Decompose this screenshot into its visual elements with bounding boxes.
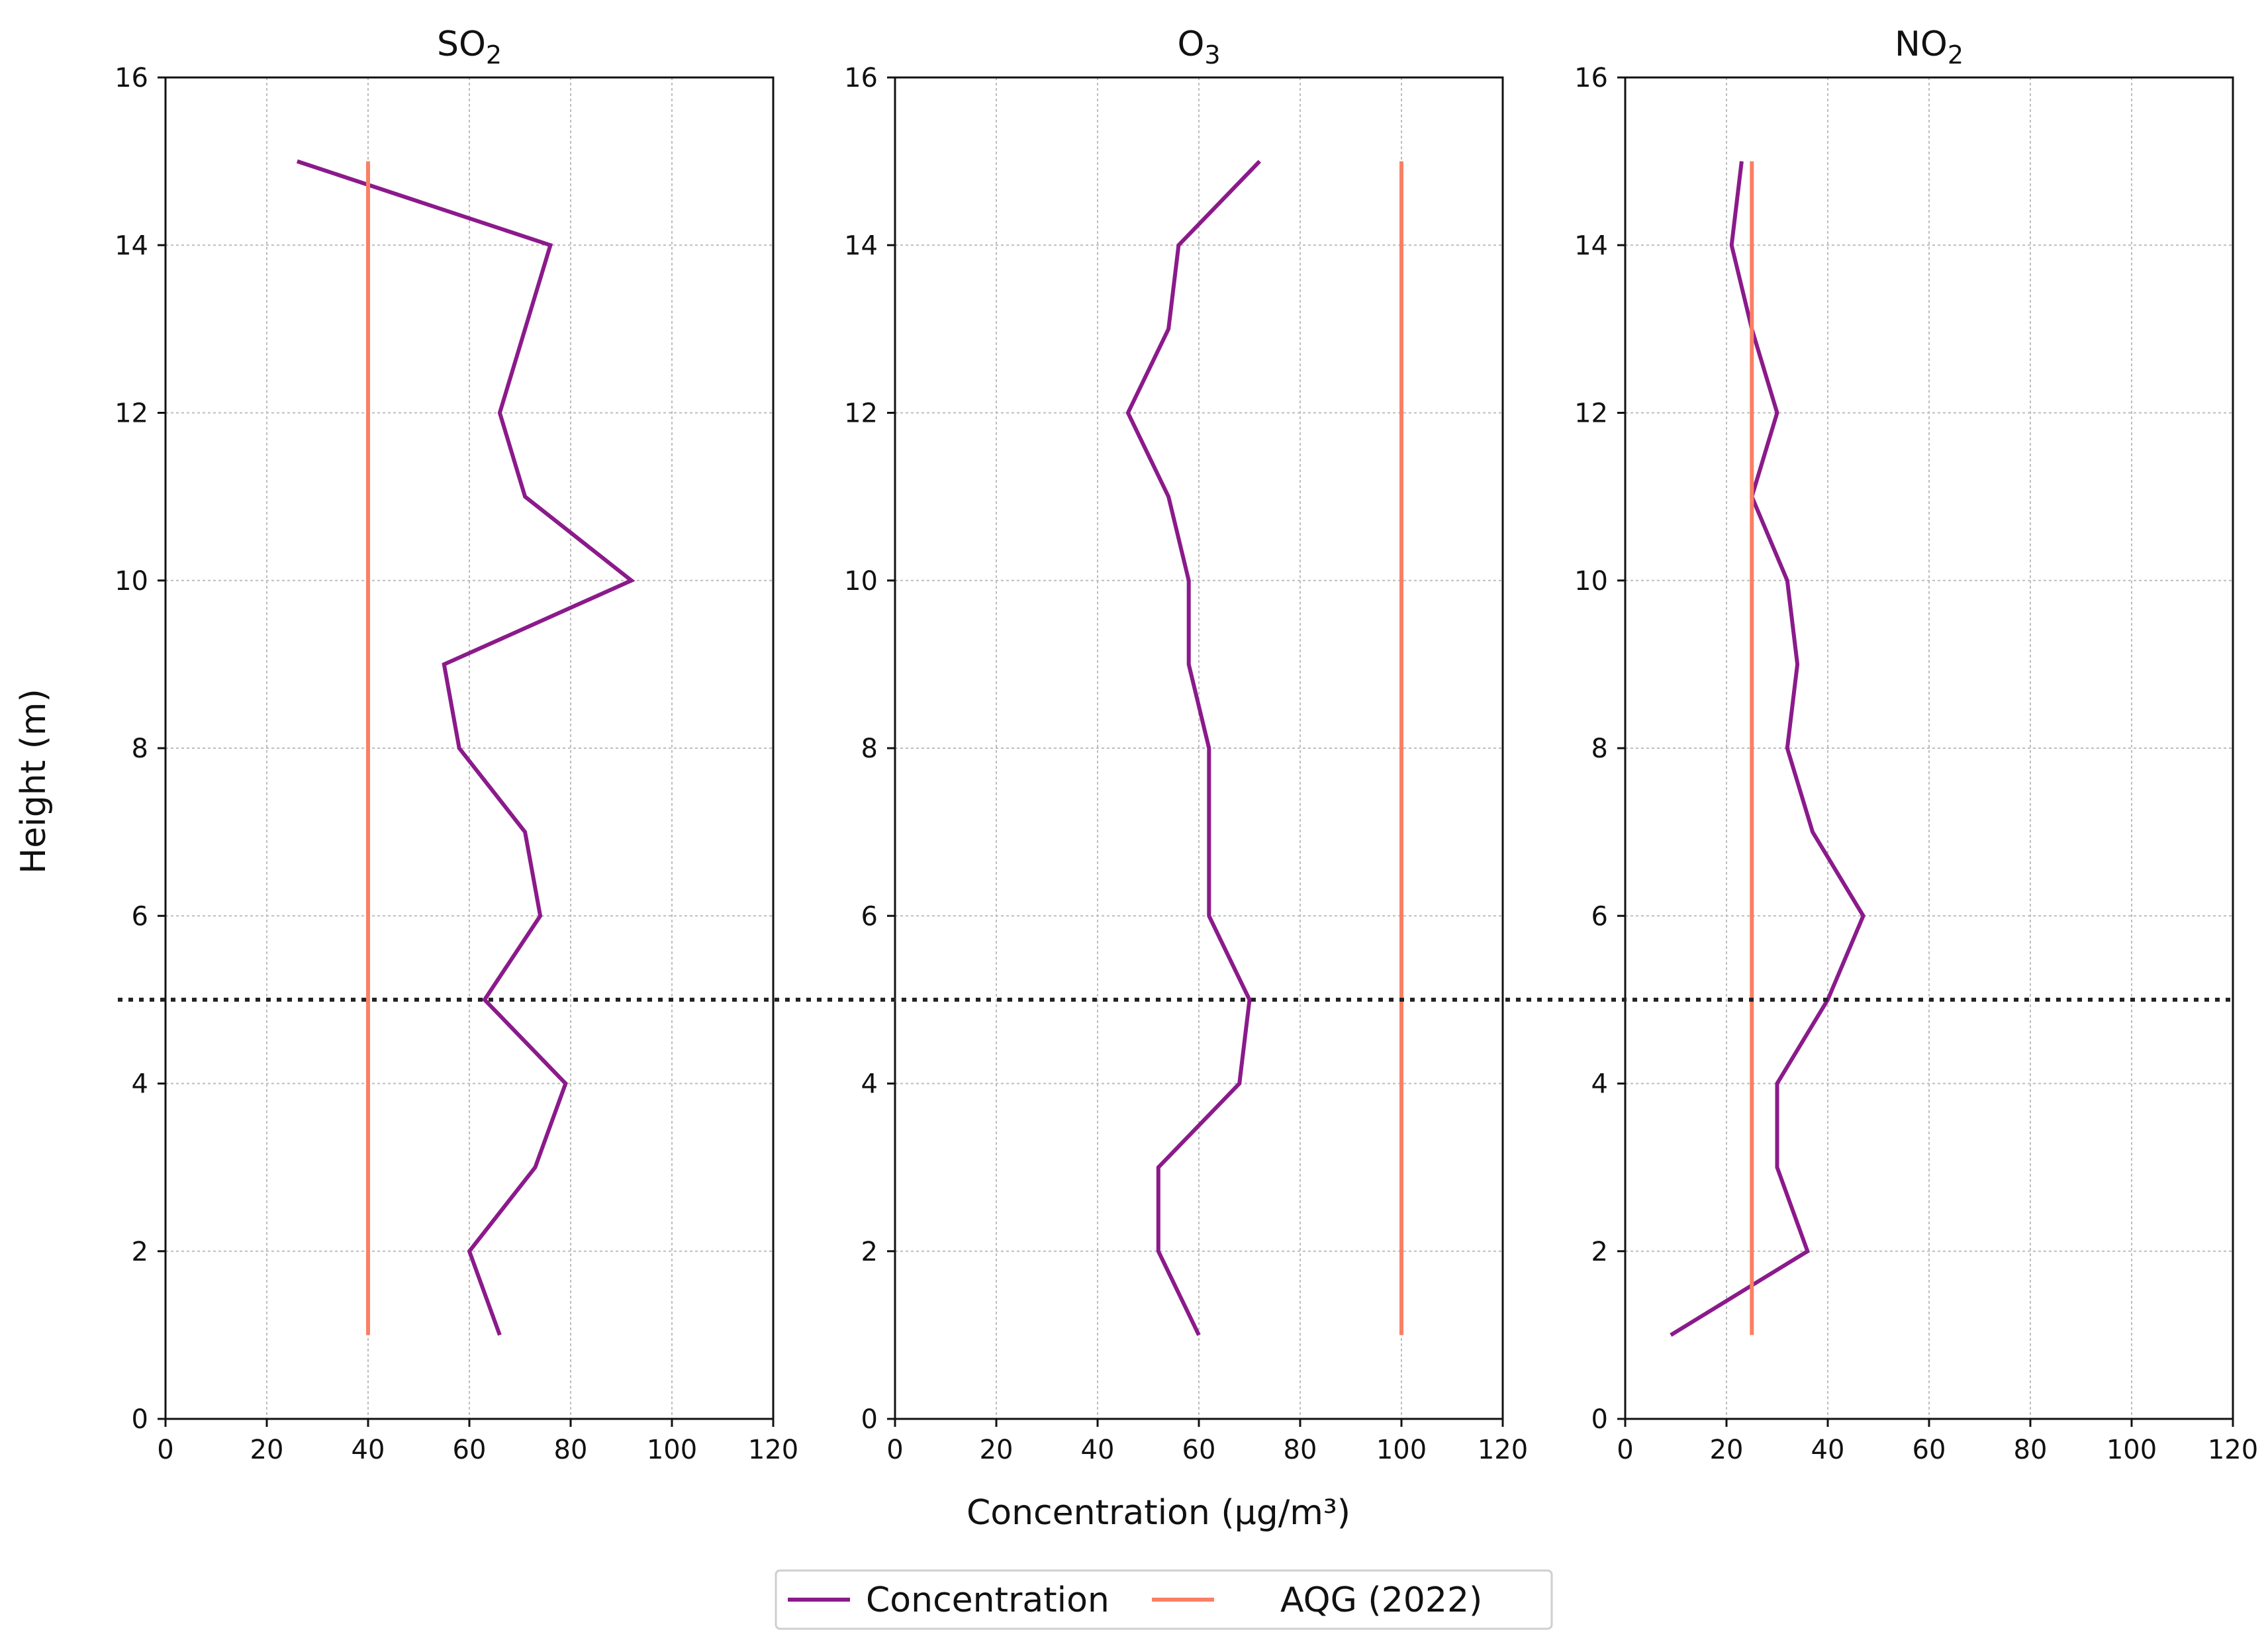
y-tick-label: 10 (1574, 566, 1608, 597)
panel-title: SO2 (437, 24, 502, 70)
panel-title: NO2 (1895, 24, 1963, 70)
panel-title: O3 (1177, 24, 1220, 70)
x-tick-label: 20 (250, 1435, 284, 1465)
y-tick-label: 0 (132, 1404, 148, 1435)
y-tick-label: 2 (132, 1237, 148, 1267)
y-tick-label: 2 (1591, 1237, 1608, 1267)
x-tick-label: 20 (1710, 1435, 1744, 1465)
y-tick-label: 12 (1574, 399, 1608, 429)
x-tick-label: 60 (453, 1435, 487, 1465)
panel-title-subscript: 2 (1948, 40, 1963, 70)
y-tick-label: 0 (1591, 1404, 1608, 1435)
concentration-line (296, 159, 636, 1336)
x-tick-label: 120 (2208, 1435, 2258, 1465)
y-tick-label: 6 (1591, 901, 1608, 932)
y-tick-label: 16 (844, 63, 878, 93)
y-tick-label: 8 (1591, 734, 1608, 764)
y-axis-title: Height (m) (14, 689, 54, 874)
x-tick-label: 120 (748, 1435, 798, 1465)
y-tick-label: 14 (844, 230, 878, 261)
y-tick-label: 0 (861, 1404, 878, 1435)
x-tick-label: 80 (2014, 1435, 2048, 1465)
y-tick-label: 4 (1591, 1069, 1608, 1100)
y-tick-label: 12 (115, 399, 148, 429)
y-tick-label: 10 (115, 566, 148, 597)
x-tick-label: 20 (980, 1435, 1014, 1465)
x-tick-label: 40 (352, 1435, 385, 1465)
legend: Concentration AQG (2022) (775, 1569, 1553, 1630)
y-tick-label: 8 (861, 734, 878, 764)
y-tick-label: 14 (115, 230, 148, 261)
x-tick-label: 80 (1284, 1435, 1317, 1465)
panel-o3: 0 20 40 60 80 100 120 0 2 4 6 8 10 12 14 16 O3 (844, 24, 1528, 1465)
y-tick-label: 2 (861, 1237, 878, 1267)
x-tick-label: 100 (647, 1435, 697, 1465)
x-tick-label: 0 (157, 1435, 173, 1465)
x-tick-label: 100 (2106, 1435, 2157, 1465)
x-tick-label: 60 (1182, 1435, 1216, 1465)
x-tick-label: 60 (1913, 1435, 1946, 1465)
y-tick-label: 12 (844, 399, 878, 429)
y-tick-label: 4 (861, 1069, 878, 1100)
panel-title-subscript: 3 (1204, 40, 1220, 70)
legend-label-concentration: Concentration (866, 1580, 1110, 1620)
panel-title-subscript: 2 (486, 40, 502, 70)
y-tick-label: 14 (1574, 230, 1608, 261)
x-tick-label: 0 (1617, 1435, 1633, 1465)
x-tick-label: 40 (1811, 1435, 1845, 1465)
x-tick-label: 0 (886, 1435, 903, 1465)
x-tick-label: 100 (1376, 1435, 1427, 1465)
y-tick-label: 16 (115, 63, 148, 93)
x-tick-label: 120 (1478, 1435, 1528, 1465)
panel-title-main: SO (437, 24, 486, 64)
x-tick-label: 40 (1081, 1435, 1115, 1465)
y-tick-label: 6 (132, 901, 148, 932)
y-tick-label: 8 (132, 734, 148, 764)
legend-label-aqg: AQG (2022) (1280, 1580, 1482, 1620)
x-tick-label: 80 (554, 1435, 588, 1465)
panel-title-main: O (1177, 24, 1204, 64)
x-axis-title: Concentration (μg/m³) (967, 1493, 1350, 1533)
y-tick-label: 10 (844, 566, 878, 597)
panel-title-main: NO (1895, 24, 1948, 64)
y-tick-label: 6 (861, 901, 878, 932)
y-tick-label: 4 (132, 1069, 148, 1100)
y-tick-label: 16 (1574, 63, 1608, 93)
